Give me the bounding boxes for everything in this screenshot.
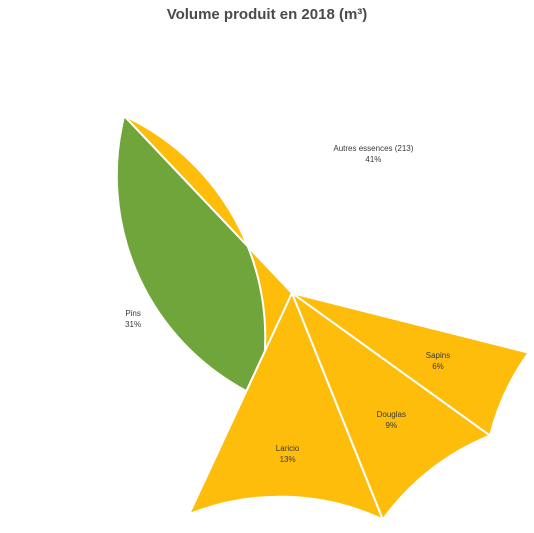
slice-value-0: 41%	[365, 155, 381, 164]
pie-slice-2	[187, 290, 385, 522]
slice-label-4: Sapins	[426, 351, 450, 360]
slice-value-3: 9%	[386, 421, 398, 430]
slice-value-4: 6%	[432, 362, 444, 371]
slice-label-1: Pins	[125, 309, 141, 318]
slice-label-0: Autres essences (213)	[333, 144, 413, 153]
pie-labels: Autres essences (213) 41% Pins 31% Laricio 13…	[125, 144, 450, 464]
pie-slice-3	[289, 290, 493, 522]
pie-slice-4	[291, 292, 531, 438]
slice-value-1: 31%	[125, 320, 141, 329]
chart-title: Volume produit en 2018 (m³)	[166, 6, 368, 23]
slice-label-3: Douglas	[377, 410, 406, 419]
pie-slices	[115, 113, 531, 522]
slice-value-2: 13%	[280, 455, 296, 464]
slice-label-2: Laricio	[276, 444, 300, 453]
